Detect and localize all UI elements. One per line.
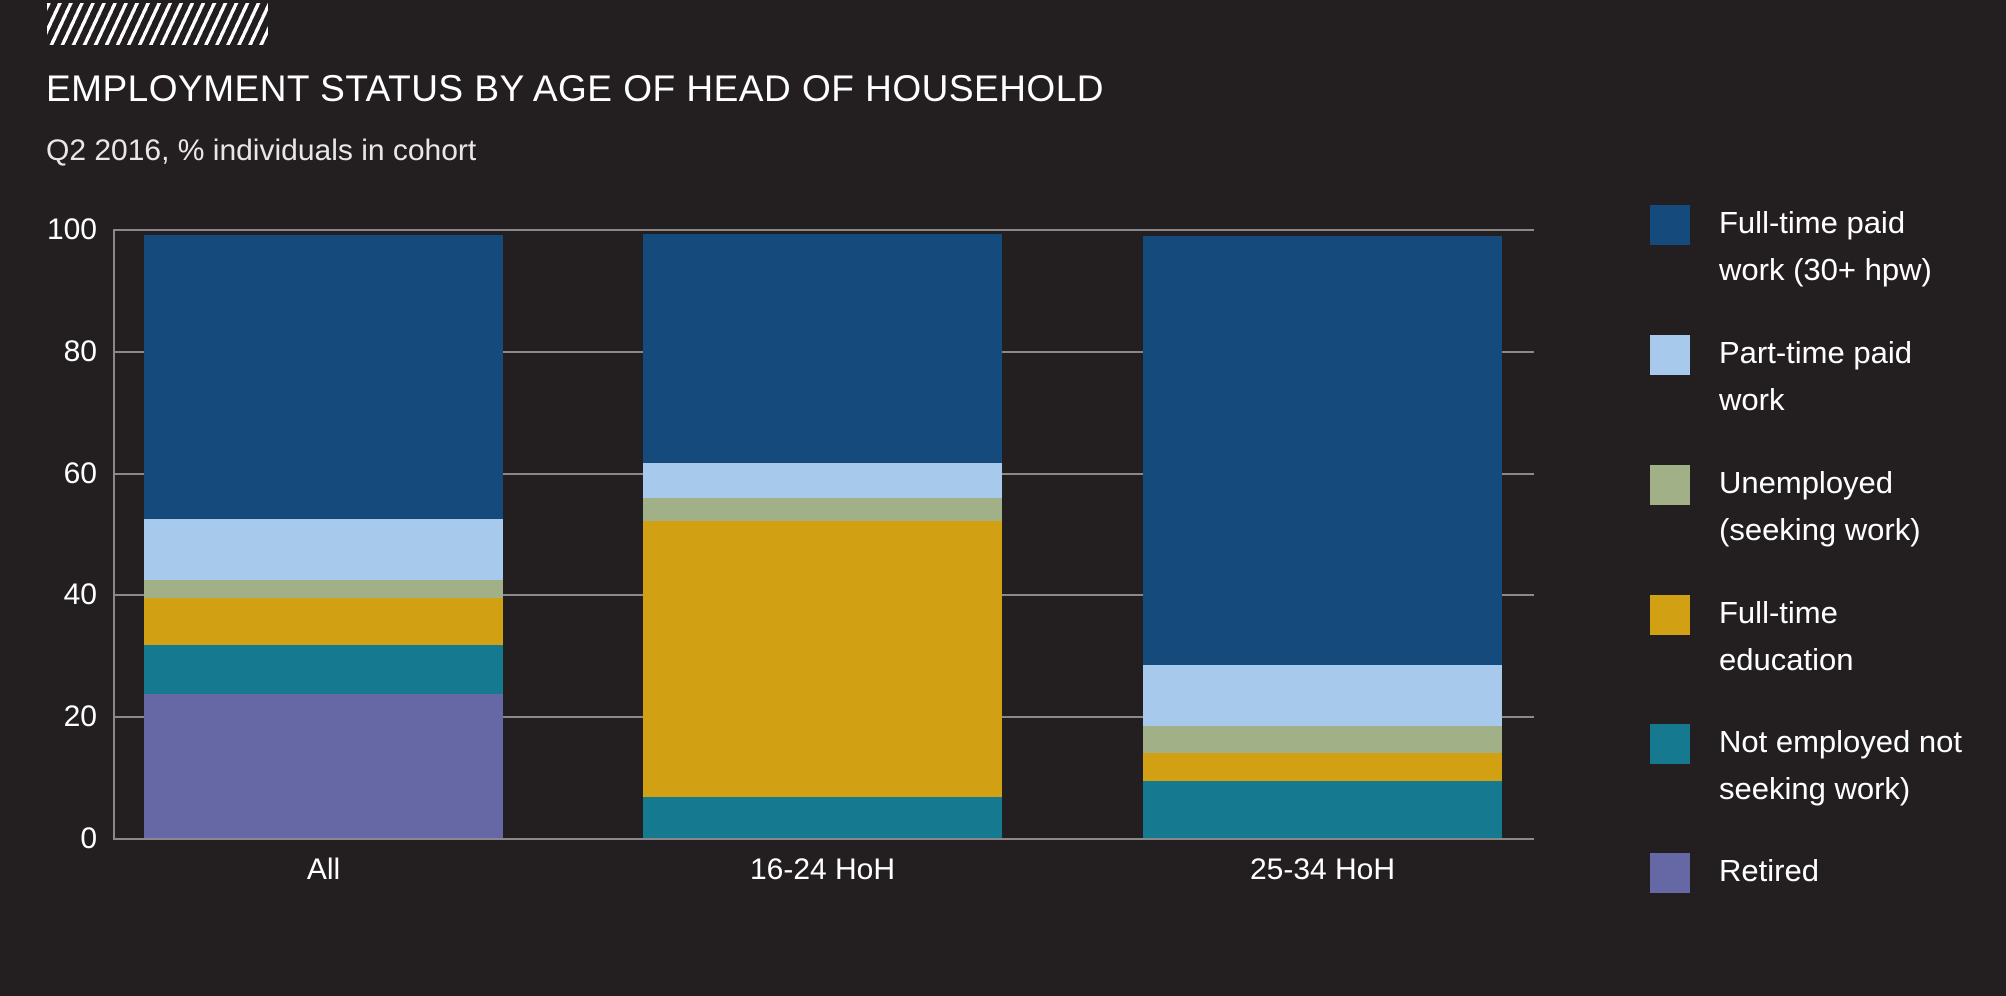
bar-segment <box>643 796 1002 839</box>
x-category-label: All <box>306 853 341 886</box>
y-tick-label-20: 20 <box>63 700 97 734</box>
bar-segment <box>144 694 503 839</box>
legend-label-line: Full-time paid <box>1719 205 1906 240</box>
bar-segment <box>1143 726 1502 753</box>
legend-label-line: work <box>1719 382 1785 417</box>
legend-item: Not employed not seeking work) <box>1650 724 1962 812</box>
bar-segment <box>1143 752 1502 781</box>
chart-legend: Full-time paid work (30+ hpw) Part-time pa… <box>1650 0 2006 996</box>
x-axis-line <box>113 838 1534 840</box>
bar-segment <box>643 497 1002 522</box>
legend-swatch <box>1650 465 1690 505</box>
bar-segment <box>643 463 1002 498</box>
bar-segment <box>144 580 503 599</box>
y-tick-label-80: 80 <box>63 334 97 368</box>
legend-item: Retired <box>1650 853 1819 894</box>
legend-label: Full-time paid work (30+ hpw) <box>1719 199 1932 293</box>
bar-segment <box>643 521 1002 797</box>
bar-segment <box>144 234 503 520</box>
legend-item: Full-time paid work (30+ hpw) <box>1650 205 1932 293</box>
legend-item: Part-time paid work <box>1650 335 1912 423</box>
chart-subtitle: Q2 2016, % individuals in cohort <box>46 134 477 167</box>
legend-swatch <box>1650 205 1690 245</box>
legend-swatch <box>1650 724 1690 764</box>
y-tick-label-40: 40 <box>63 578 97 612</box>
legend-item: Full-time education <box>1650 595 1853 683</box>
legend-label-line: Unemployed <box>1719 465 1894 500</box>
legend-label: Retired <box>1719 847 1819 894</box>
y-tick-label-0: 0 <box>80 822 97 855</box>
stacked-bar-16-24-hoh <box>643 230 1002 839</box>
x-category-label: 25-34 HoH <box>1249 853 1396 886</box>
bar-segment <box>144 519 503 581</box>
legend-label-line: seeking work) <box>1719 771 1911 806</box>
legend-label: Unemployed (seeking work) <box>1719 459 1921 553</box>
legend-label-line: Part-time paid <box>1719 335 1912 370</box>
legend-label-line: (seeking work) <box>1719 512 1921 547</box>
legend-label-line: Not employed not <box>1719 724 1962 759</box>
x-category-label: 16-24 HoH <box>749 853 896 886</box>
legend-label: Full-time education <box>1719 589 1853 683</box>
chart-title: EMPLOYMENT STATUS BY AGE OF HEAD OF HOUS… <box>46 68 1105 109</box>
bar-segment <box>144 598 503 646</box>
y-tick-label-100: 100 <box>46 213 97 246</box>
stacked-bar-all <box>144 230 503 839</box>
bar-segment <box>643 234 1002 464</box>
stacked-bar-25-34-hoh <box>1143 230 1502 839</box>
y-axis-line <box>113 230 115 839</box>
legend-swatch <box>1650 595 1690 635</box>
legend-label-line: Full-time <box>1719 595 1838 630</box>
legend-swatch <box>1650 853 1690 893</box>
legend-swatch <box>1650 335 1690 375</box>
gridline-100 <box>113 229 1534 231</box>
legend-label-line: education <box>1719 642 1854 677</box>
bar-segment <box>1143 780 1502 839</box>
bar-segment <box>144 645 503 695</box>
bar-segment <box>1143 236 1502 666</box>
legend-label-line: work (30+ hpw) <box>1719 252 1932 287</box>
legend-label: Part-time paid work <box>1719 329 1912 423</box>
hatch-stripes-logo <box>47 3 268 45</box>
y-tick-label-60: 60 <box>63 456 97 490</box>
plot-area: 0 20 40 60 80 100 All 16-24 HoH 25-34 HoH <box>47 213 1534 886</box>
legend-label: Not employed not seeking work) <box>1719 718 1962 812</box>
bar-segment <box>1143 665 1502 727</box>
legend-item: Unemployed (seeking work) <box>1650 465 1921 553</box>
legend-label-line: Retired <box>1719 853 1819 888</box>
